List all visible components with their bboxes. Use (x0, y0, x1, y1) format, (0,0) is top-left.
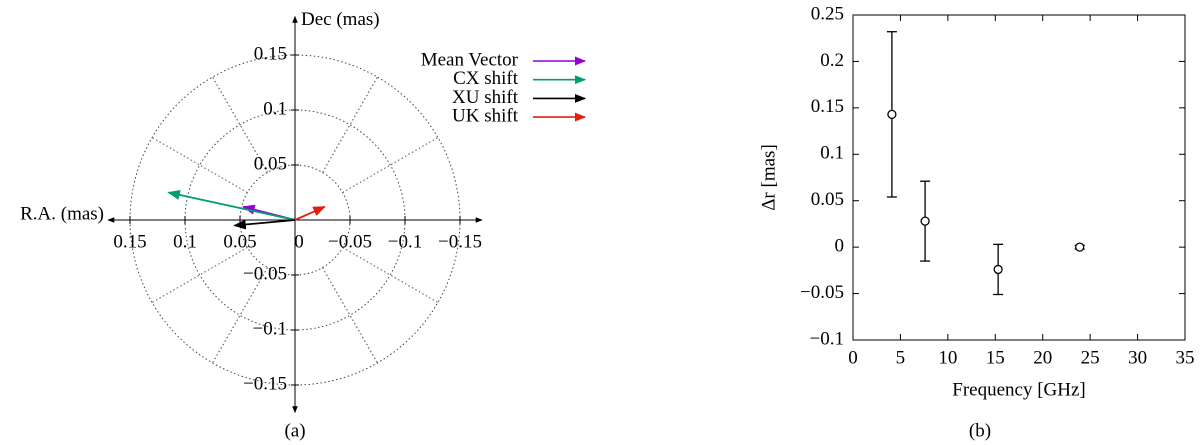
x-tick-label: −0.05 (328, 231, 372, 252)
data-point (1075, 242, 1085, 252)
y-tick-label: 0.1 (263, 98, 287, 119)
y-tick-label: −0.05 (800, 282, 844, 303)
x-axis-label: Frequency [GHz] (952, 379, 1085, 400)
legend-label: CX shift (453, 68, 519, 89)
x-tick-label: −0.1 (388, 231, 422, 252)
legend-label: UK shift (452, 105, 519, 126)
caption: (a) (284, 420, 305, 441)
y-tick-label: −0.1 (810, 328, 844, 349)
grid-spoke (322, 267, 378, 364)
y-tick-label: −0.1 (253, 318, 287, 339)
x-tick-label: 0.05 (223, 231, 256, 252)
x-tick-label: 0 (848, 347, 858, 368)
x-tick-label: 5 (896, 347, 906, 368)
x-tick-label: 25 (1081, 347, 1100, 368)
grid-spoke (322, 76, 378, 173)
y-tick-label: 0.2 (820, 50, 844, 71)
vector-arrow (233, 219, 296, 230)
y-tick-label: −0.15 (243, 373, 287, 394)
x-tick-label: −0.15 (438, 231, 482, 252)
x-tick-label: 10 (938, 347, 957, 368)
legend-label: XU shift (452, 87, 519, 108)
x-tick-label: 30 (1128, 347, 1147, 368)
data-point (993, 264, 1003, 275)
y-tick-label: 0.05 (811, 189, 844, 210)
x-tick-label: 0 (294, 231, 304, 252)
x-tick-label: 20 (1033, 347, 1052, 368)
x-tick-label: 35 (1176, 347, 1195, 368)
vector-arrow (294, 205, 326, 221)
y-axis-label: Dec (mas) (301, 9, 380, 30)
y-tick-label: −0.05 (243, 263, 287, 284)
y-tick-label: 0.1 (820, 143, 844, 164)
x-tick-label: 15 (986, 347, 1005, 368)
y-axis-label: Δr [mas] (758, 144, 779, 211)
legend-label: Mean Vector (421, 49, 519, 70)
x-tick-label: 0.1 (173, 231, 197, 252)
data-point (920, 216, 930, 226)
caption: (b) (969, 420, 991, 441)
y-tick-label: 0.15 (254, 43, 287, 64)
grid-spoke (151, 247, 248, 303)
x-tick-label: 0.15 (113, 231, 146, 252)
x-axis-label: R.A. (mas) (20, 203, 104, 224)
y-tick-label: 0.15 (811, 96, 844, 117)
vector-arrow (167, 189, 296, 221)
plot-frame (852, 14, 1186, 341)
data-point (887, 109, 897, 120)
y-tick-label: 0.25 (811, 3, 844, 24)
grid-spoke (151, 137, 248, 193)
y-tick-label: 0 (835, 236, 845, 257)
y-tick-label: 0.05 (254, 153, 287, 174)
grid-spoke (342, 247, 439, 303)
